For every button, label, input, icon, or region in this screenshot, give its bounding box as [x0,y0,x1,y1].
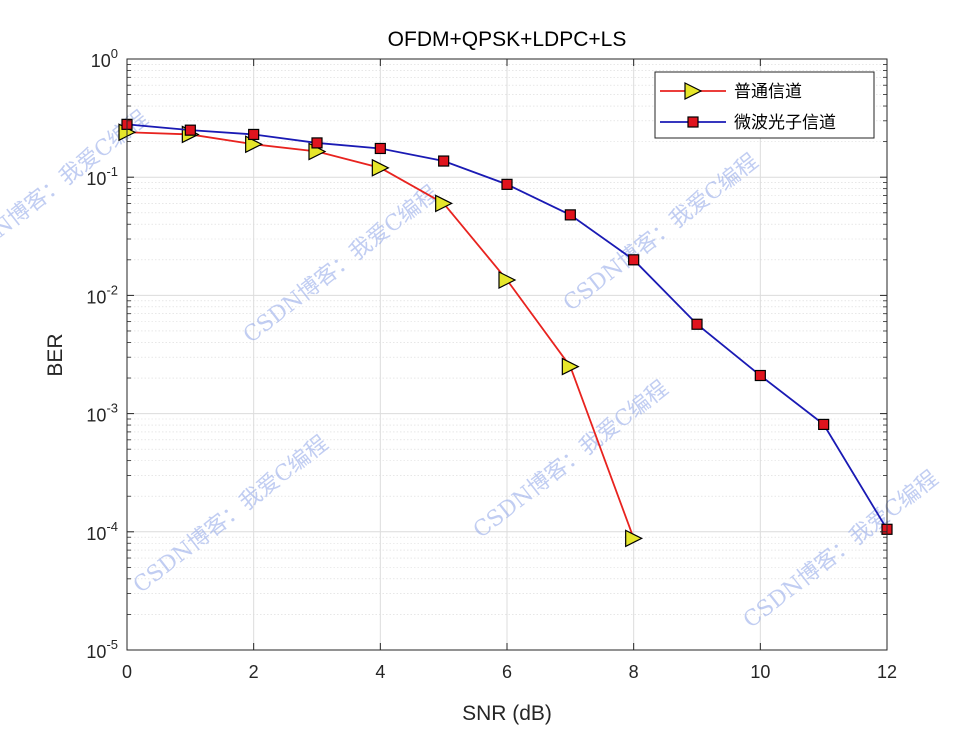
x-tick-label: 6 [502,662,512,682]
y-axis-label: BER [44,333,67,376]
series-1 [118,123,644,548]
x-axis-label: SNR (dB) [462,702,552,725]
data-point-marker [687,116,699,128]
x-tick-label: 10 [750,662,770,682]
y-tick-label: 10-5 [86,637,118,662]
data-point-marker [245,135,264,154]
data-point-marker [371,158,390,177]
y-tick-label: 10-3 [86,401,118,426]
legend-label: 微波光子信道 [734,113,836,133]
data-point-marker [438,155,450,167]
data-point-marker [374,142,386,155]
y-tick-label: 10-2 [86,282,118,307]
data-point-marker [248,128,260,141]
data-point-marker [691,318,703,330]
axis-ticks: 0 2 4 6 8 10 12 100 10-1 10-2 10-3 10-4 10-5 [86,46,897,682]
series-layer [118,118,893,548]
x-tick-label: 12 [877,662,897,682]
data-point-marker [184,124,196,136]
grid [126,58,888,651]
legend-label: 普通信道 [734,82,802,102]
data-point-marker [501,178,513,190]
data-point-marker [435,194,454,213]
data-point-marker [754,369,766,382]
x-tick-label: 8 [629,662,639,682]
x-tick-label: 2 [249,662,259,682]
y-tick-label: 100 [91,46,118,71]
data-point-marker [561,357,580,376]
x-tick-label: 0 [122,662,132,682]
data-point-marker [311,137,323,149]
chart-title: OFDM+QPSK+LDPC+LS [388,28,627,51]
data-point-marker [625,529,644,548]
y-tick-label: 10-4 [86,519,118,544]
data-point-marker [818,418,830,431]
y-tick-label: 10-1 [86,164,118,189]
data-point-marker [498,271,517,289]
data-point-marker [628,254,640,266]
x-tick-label: 4 [375,662,385,682]
data-point-marker [684,82,703,100]
data-point-marker [564,209,576,221]
